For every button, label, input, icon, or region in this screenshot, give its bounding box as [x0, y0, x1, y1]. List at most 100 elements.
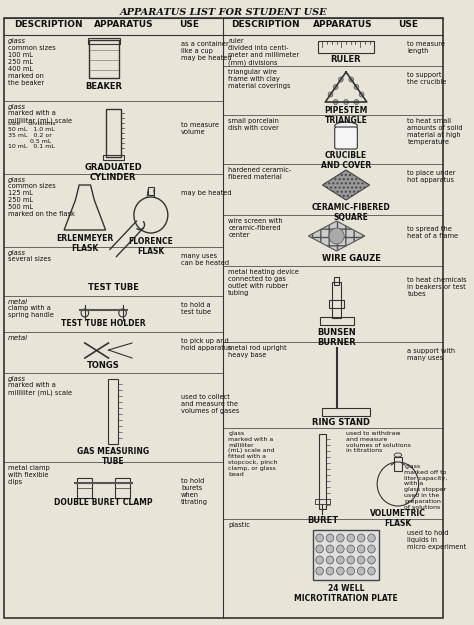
Circle shape [347, 545, 355, 553]
Bar [313, 530, 379, 580]
Text: DOUBLE BURET CLAMP: DOUBLE BURET CLAMP [55, 498, 153, 507]
Circle shape [316, 556, 323, 564]
Circle shape [337, 556, 344, 564]
Text: wire screen with
ceramic-fibered
center: wire screen with ceramic-fibered center [228, 218, 283, 238]
Text: TEST TUBE: TEST TUBE [88, 283, 138, 292]
Circle shape [326, 545, 334, 553]
Bar [334, 277, 339, 285]
Text: CERAMIC-FIBERED
SQUARE: CERAMIC-FIBERED SQUARE [311, 203, 390, 222]
Text: used to hold
liquids in
micro experiment: used to hold liquids in micro experiment [407, 530, 466, 550]
Text: many uses
can be heated: many uses can be heated [181, 253, 229, 266]
Text: USE: USE [179, 20, 199, 29]
Text: 50 mL   1.0 mL
35 mL   0.2 or
           0.5 mL
10 mL   0.1 mL: 50 mL 1.0 mL 35 mL 0.2 or 0.5 mL 10 mL 0… [8, 127, 55, 149]
Text: hardened ceramic-
fibered material: hardened ceramic- fibered material [228, 167, 292, 180]
Text: a support with
many uses: a support with many uses [407, 348, 456, 361]
Circle shape [316, 545, 323, 553]
Circle shape [326, 567, 334, 575]
Circle shape [368, 545, 375, 553]
Text: CRUCIBLE
AND COVER: CRUCIBLE AND COVER [321, 151, 371, 171]
Text: glass: glass [8, 250, 26, 256]
Circle shape [359, 92, 364, 97]
Bar [115, 478, 130, 498]
Circle shape [326, 556, 334, 564]
Text: VOLUMETRIC
FLASK: VOLUMETRIC FLASK [370, 509, 426, 528]
Circle shape [333, 99, 338, 104]
Bar [329, 300, 344, 308]
Bar [106, 109, 121, 157]
FancyBboxPatch shape [335, 127, 357, 149]
Text: to spread the
heat of a flame: to spread the heat of a flame [407, 226, 458, 239]
Circle shape [357, 534, 365, 542]
Circle shape [326, 534, 334, 542]
Circle shape [347, 556, 355, 564]
Text: glass
marked off to
liter capacity,
with a
glass stopper
used in the
preparation: glass marked off to liter capacity, with… [404, 464, 448, 509]
Circle shape [333, 84, 338, 89]
Bar [319, 434, 326, 509]
Text: to support
the crucible: to support the crucible [407, 72, 447, 85]
Ellipse shape [335, 122, 357, 130]
Circle shape [357, 545, 365, 553]
Text: RULER: RULER [331, 55, 361, 64]
Circle shape [349, 77, 354, 82]
Bar [103, 155, 124, 160]
Text: metal: metal [8, 299, 27, 305]
Circle shape [337, 534, 344, 542]
Text: APPARATUS: APPARATUS [313, 20, 373, 29]
Bar [77, 478, 92, 498]
Ellipse shape [394, 453, 401, 457]
Text: used to collect
and measure the
volumes of gases: used to collect and measure the volumes … [181, 394, 239, 414]
Text: APPARATUS LIST FOR STUDENT USE: APPARATUS LIST FOR STUDENT USE [120, 8, 327, 17]
Circle shape [329, 228, 344, 244]
Text: RING STAND: RING STAND [312, 418, 370, 427]
Bar [322, 408, 370, 416]
Circle shape [357, 556, 365, 564]
Circle shape [316, 567, 323, 575]
Text: to heat small
amounts of solid
material at high
temperature: to heat small amounts of solid material … [407, 118, 463, 145]
Circle shape [368, 534, 375, 542]
Text: to measure
length: to measure length [407, 41, 446, 54]
Circle shape [368, 556, 375, 564]
Text: marked with a
milliliter (mL) scale: marked with a milliliter (mL) scale [8, 382, 72, 396]
Bar [148, 187, 154, 195]
Text: clamp with a
spring handle: clamp with a spring handle [8, 305, 54, 318]
Text: to hold a
test tube: to hold a test tube [181, 302, 211, 315]
Text: ERLENMEYER
FLASK: ERLENMEYER FLASK [56, 234, 113, 253]
Bar [332, 282, 341, 318]
Text: marked with a
milliliter (mL) scale: marked with a milliliter (mL) scale [8, 110, 72, 124]
Bar [109, 379, 118, 444]
Circle shape [344, 99, 348, 104]
Text: to pick up and
hold apparatus: to pick up and hold apparatus [181, 338, 231, 351]
Text: DESCRIPTION: DESCRIPTION [14, 20, 83, 29]
Text: TONGS: TONGS [87, 361, 120, 370]
Text: DESCRIPTION: DESCRIPTION [231, 20, 300, 29]
Circle shape [354, 84, 359, 89]
Text: BEAKER: BEAKER [85, 82, 122, 91]
Text: to hold
burets
when
titrating: to hold burets when titrating [181, 478, 208, 505]
Bar [315, 499, 330, 504]
Polygon shape [308, 221, 365, 251]
Text: as a container,
like a cup
may be heated: as a container, like a cup may be heated [181, 41, 232, 61]
Text: metal clamp
with flexible
clips: metal clamp with flexible clips [8, 465, 49, 485]
Text: common sizes
100 mL
250 mL
400 mL
marked on
the beaker: common sizes 100 mL 250 mL 400 mL marked… [8, 45, 55, 86]
Polygon shape [322, 170, 370, 200]
Text: used to withdraw
and measure
volumes of solutions
in titrations: used to withdraw and measure volumes of … [346, 431, 411, 453]
Circle shape [337, 545, 344, 553]
Text: several sizes: several sizes [8, 256, 51, 262]
Text: metal rod upright
heavy base: metal rod upright heavy base [228, 345, 287, 358]
Text: metal heating device
connected to gas
outlet with rubber
tubing: metal heating device connected to gas ou… [228, 269, 299, 296]
Text: to place under
hot apparatus: to place under hot apparatus [407, 170, 456, 183]
Bar [319, 317, 354, 325]
Circle shape [316, 534, 323, 542]
Text: triangular wire
frame with clay
material coverings: triangular wire frame with clay material… [228, 69, 291, 89]
Text: glass: glass [8, 104, 26, 110]
Text: glass: glass [8, 38, 26, 44]
Text: to measure
volume: to measure volume [181, 122, 219, 135]
Text: TEST TUBE HOLDER: TEST TUBE HOLDER [62, 319, 146, 328]
Circle shape [328, 92, 333, 97]
Text: APPARATUS: APPARATUS [94, 20, 154, 29]
Text: FLORENCE
FLASK: FLORENCE FLASK [128, 237, 173, 256]
Text: glass: glass [8, 177, 26, 183]
Text: GRADUATED
CYLINDER: GRADUATED CYLINDER [84, 163, 142, 182]
Text: BURET: BURET [307, 516, 338, 525]
Circle shape [338, 77, 343, 82]
